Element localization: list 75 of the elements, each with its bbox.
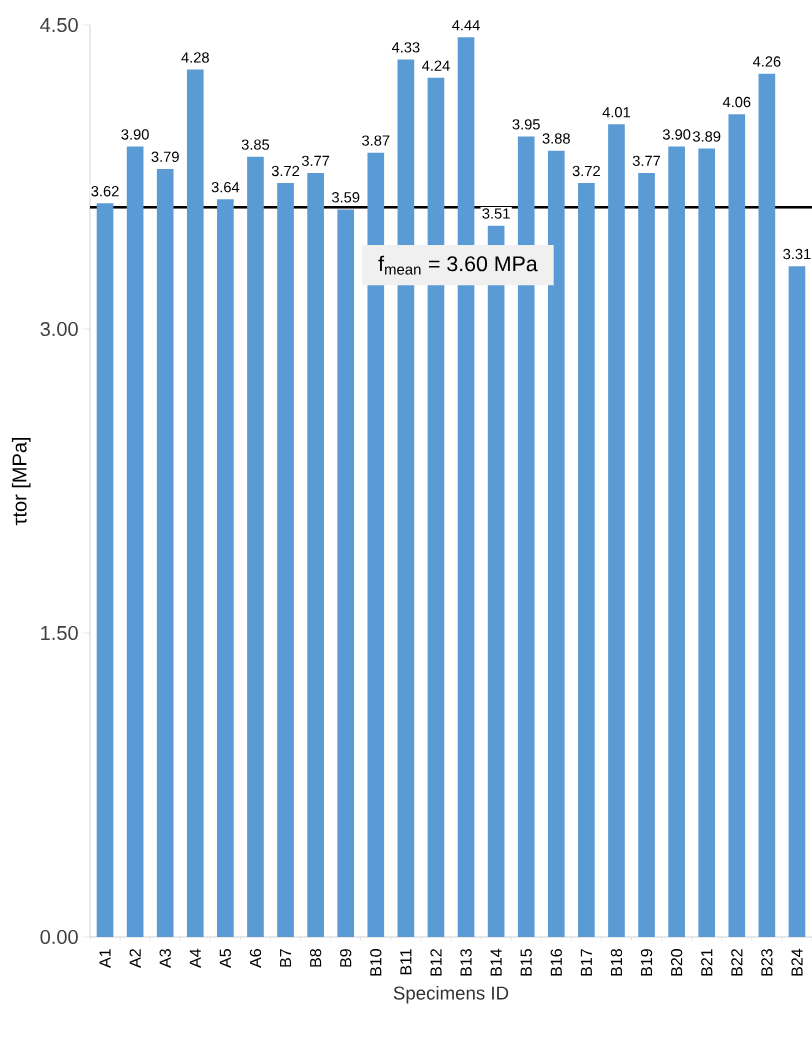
bar <box>186 69 204 937</box>
x-tick-label: A3 <box>159 949 171 968</box>
data-label: 4.28 <box>181 52 209 63</box>
bar <box>668 146 685 937</box>
data-label: 3.72 <box>572 165 600 177</box>
y-axis-title: τtor [MPa] <box>11 437 31 526</box>
x-tick-label: B20 <box>670 948 683 976</box>
data-label: 3.79 <box>151 151 179 162</box>
x-tick-label: B13 <box>460 949 472 976</box>
data-label: 3.95 <box>512 119 540 130</box>
data-label: 4.01 <box>602 107 631 118</box>
x-tick-label: B8 <box>309 949 322 967</box>
data-label: 3.85 <box>241 139 270 150</box>
bar <box>307 172 324 937</box>
x-tick-label: A6 <box>249 949 262 968</box>
data-label: 3.62 <box>91 186 119 197</box>
y-tick-label: 0.00 <box>40 929 78 945</box>
y-tick-label: 1.50 <box>41 625 78 641</box>
data-label: 3.64 <box>211 181 240 193</box>
data-label: 3.90 <box>662 129 691 140</box>
ref-line-label: f$_{mean}$ = 3.60 MPa <box>378 255 538 275</box>
x-tick-label: B17 <box>580 949 592 976</box>
y-tick-label: 4.50 <box>40 17 78 33</box>
data-label: 3.77 <box>301 155 330 167</box>
x-tick-label: B7 <box>280 949 292 967</box>
x-tick-label: B23 <box>761 949 773 976</box>
data-label: 4.06 <box>722 96 751 108</box>
x-tick-label: B18 <box>610 949 623 976</box>
bar <box>578 183 595 937</box>
x-tick-label: B16 <box>550 949 562 976</box>
bar <box>337 209 355 937</box>
data-label: 4.33 <box>391 42 420 53</box>
x-tick-label: A4 <box>189 948 201 968</box>
bar <box>788 266 806 937</box>
x-tick-label: B10 <box>370 948 382 976</box>
bar <box>277 183 294 937</box>
bar <box>758 73 776 937</box>
x-tick-label: B22 <box>731 949 743 976</box>
x-tick-label: A5 <box>219 949 231 968</box>
x-tick-label: A2 <box>129 949 141 968</box>
bar <box>427 77 445 937</box>
bar <box>608 124 625 937</box>
x-tick-label: B21 <box>701 949 713 976</box>
data-label: 3.87 <box>362 135 390 146</box>
x-tick-label: B24 <box>791 948 803 976</box>
data-label: 3.51 <box>482 208 510 219</box>
bar <box>247 156 264 937</box>
x-axis-title: Specimens ID <box>393 985 509 1004</box>
data-label: 3.89 <box>693 131 721 142</box>
bar <box>156 168 174 937</box>
data-label: 3.77 <box>632 155 661 167</box>
x-tick-label: B12 <box>430 949 442 976</box>
data-label: 3.88 <box>542 133 570 144</box>
bar <box>126 146 144 937</box>
bar <box>96 203 114 937</box>
bar <box>698 148 716 937</box>
data-label: 4.24 <box>422 60 450 71</box>
bar <box>728 114 746 937</box>
bar <box>638 172 655 937</box>
data-label: 3.59 <box>332 192 360 203</box>
data-label: 3.90 <box>121 129 149 140</box>
x-tick-label: B9 <box>340 949 352 967</box>
data-label: 3.31 <box>783 248 811 260</box>
x-tick-label: B19 <box>640 949 653 976</box>
data-label: 3.72 <box>271 165 300 177</box>
data-label: 4.44 <box>452 20 480 31</box>
data-label: 4.26 <box>752 56 781 67</box>
x-tick-label: B15 <box>520 949 532 976</box>
x-tick-label: A1 <box>99 949 111 968</box>
bar <box>217 199 234 937</box>
x-tick-label: B11 <box>400 949 412 975</box>
y-tick-label: 3.00 <box>40 321 78 337</box>
bar <box>547 150 565 937</box>
bar <box>367 152 385 937</box>
x-tick-label: B14 <box>490 948 502 976</box>
